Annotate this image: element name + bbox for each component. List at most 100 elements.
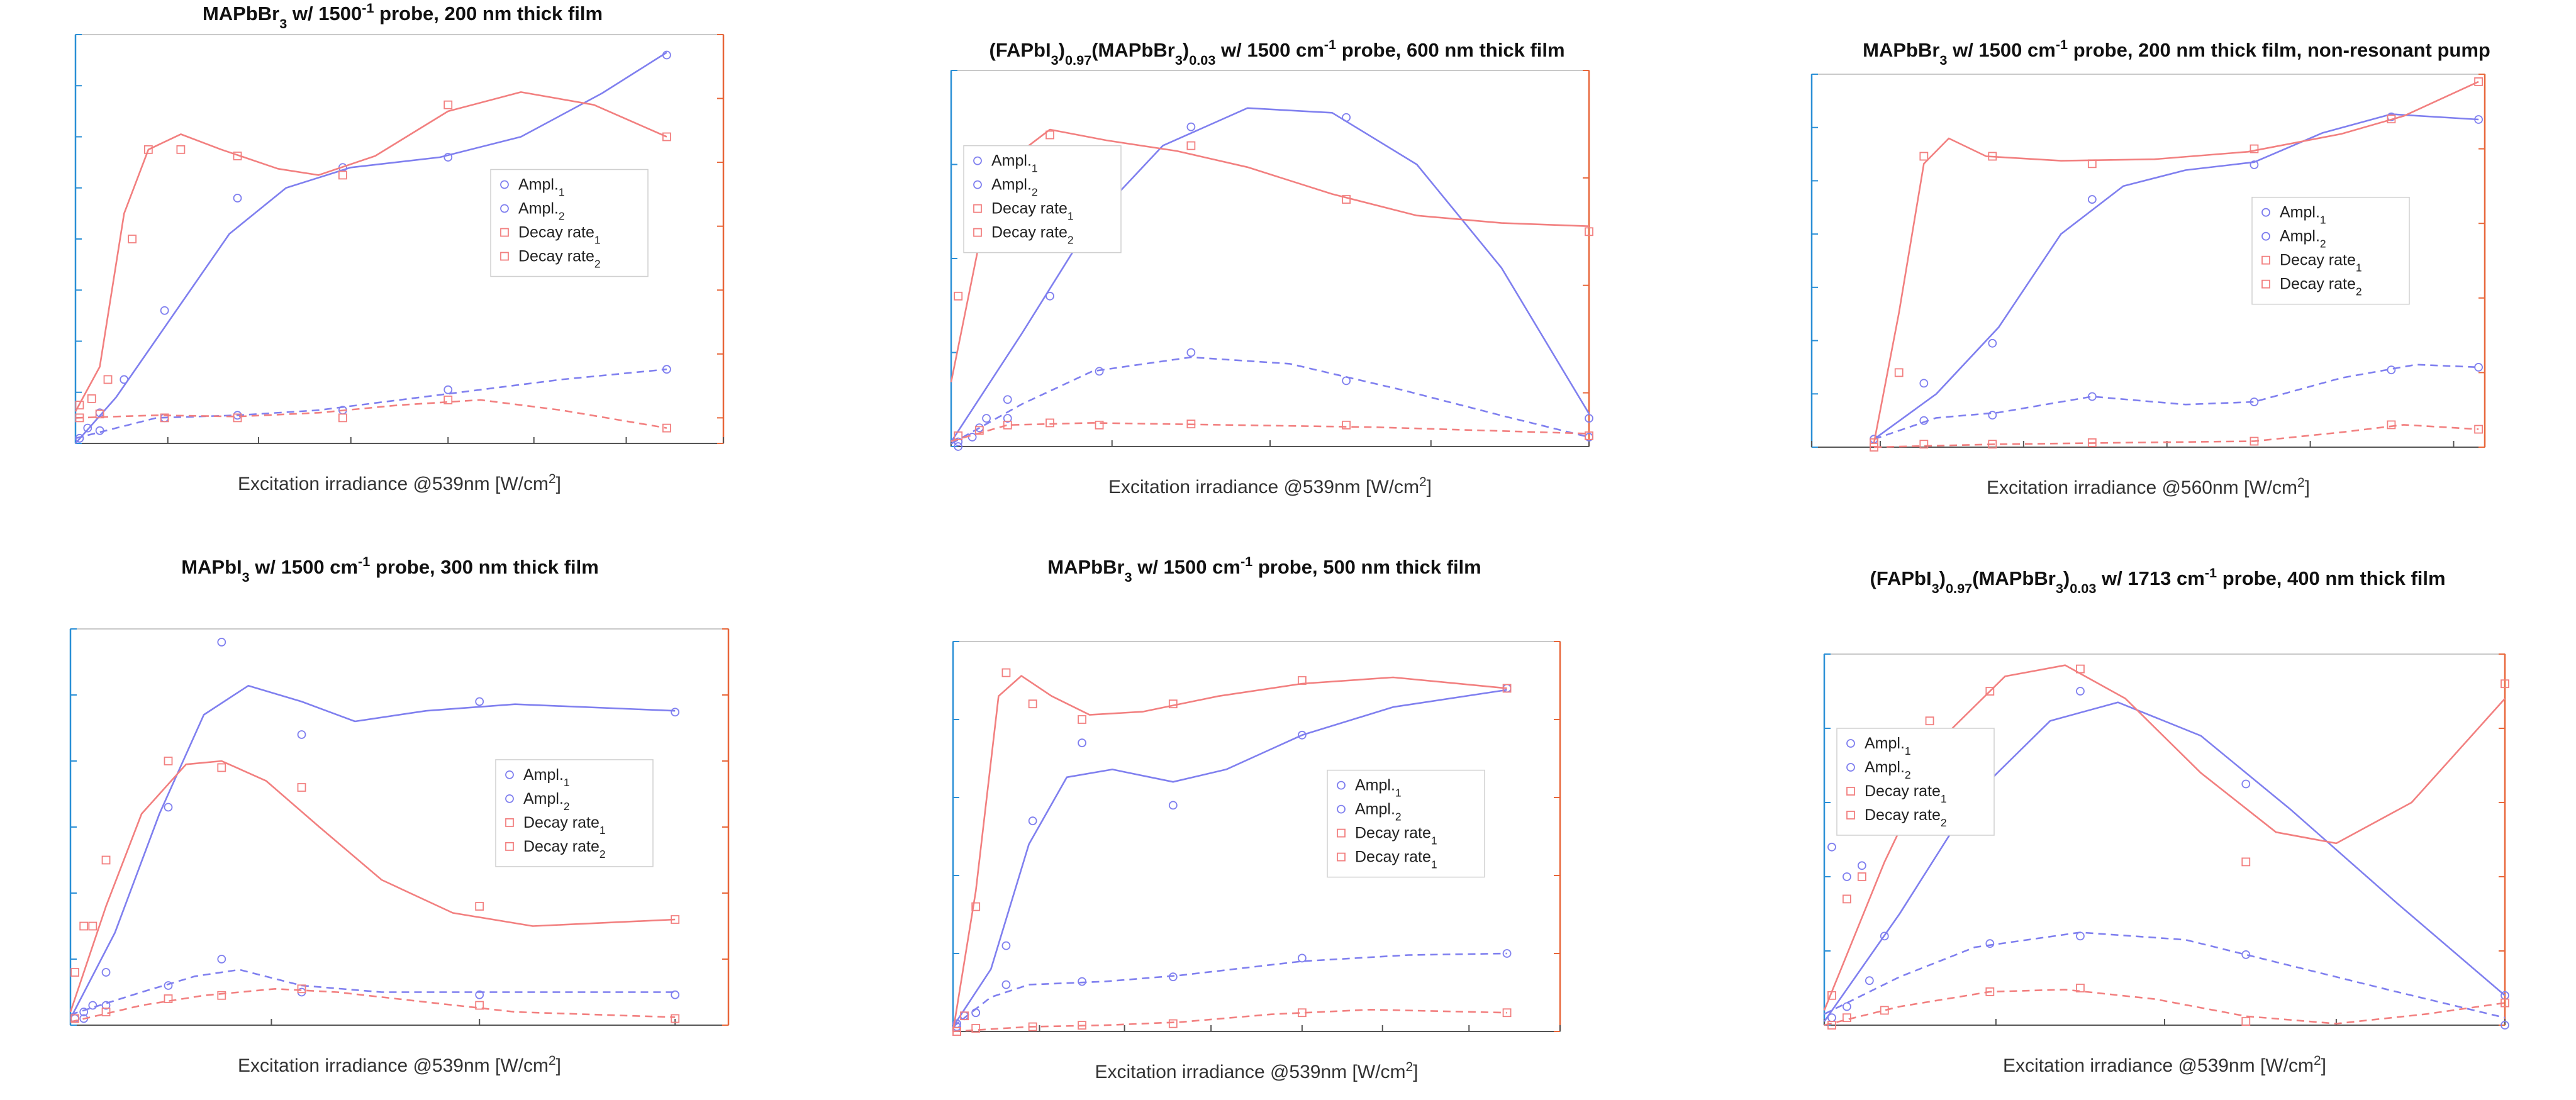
legend-marker — [505, 818, 514, 827]
data-point — [120, 375, 129, 384]
data-point — [952, 1027, 961, 1036]
chart-title: MAPbBr3 w/ 1500 cm-1 probe, 200 nm thick… — [1863, 36, 2490, 68]
legend-box — [1327, 769, 1485, 878]
legend-entry: Ampl.1 — [1355, 777, 1402, 799]
data-point — [971, 1008, 981, 1018]
legend-marker — [500, 204, 509, 213]
data-point — [1186, 122, 1196, 131]
x-axis-label: Excitation irradiance @539nm [W/cm2] — [238, 1053, 561, 1077]
data-point — [2501, 679, 2509, 689]
data-point — [338, 170, 347, 180]
legend-entry: Ampl.2 — [991, 176, 1038, 199]
x-axis-label: Excitation irradiance @539nm [W/cm2] — [1108, 475, 1432, 498]
data-point — [233, 152, 242, 160]
data-point — [2087, 195, 2097, 204]
data-point — [101, 1001, 111, 1010]
data-point — [475, 902, 484, 911]
data-point — [1168, 1019, 1178, 1028]
chart-panel-c: (FAPbI3)0.97(MAPbBr3)0.03 w/ 1500 cm-1 p… — [950, 36, 1593, 498]
data-point — [95, 409, 104, 419]
data-point — [1001, 941, 1011, 950]
series-line-3 — [1824, 989, 2506, 1026]
data-point — [662, 132, 671, 142]
data-point — [1186, 348, 1196, 357]
legend-entry: Ampl.2 — [1355, 801, 1402, 823]
chart-panel-g: (FAPbI3)0.97(MAPbBr3)0.03 w/ 1713 cm-1 p… — [1823, 565, 2509, 1077]
data-point — [2250, 397, 2259, 406]
data-point — [1003, 420, 1012, 430]
data-point — [2250, 436, 2259, 446]
data-point — [2076, 931, 2085, 941]
data-point — [217, 991, 226, 1000]
legend-marker — [973, 204, 982, 213]
data-point — [443, 385, 453, 394]
series-line-1 — [70, 969, 676, 1016]
legend-marker — [1337, 781, 1346, 790]
x-axis-label: Excitation irradiance @539nm [W/cm2] — [238, 472, 561, 495]
data-point — [1827, 842, 1836, 852]
legend-entry: Decay rate1 — [523, 814, 606, 836]
legend-box — [1836, 728, 1995, 836]
data-point — [1297, 676, 1307, 685]
chart-title: MAPbI3 w/ 1500 cm-1 probe, 300 nm thick … — [181, 553, 599, 585]
data-point — [2387, 365, 2396, 375]
data-point — [982, 414, 991, 423]
data-point — [1001, 668, 1011, 677]
data-point — [1342, 195, 1351, 204]
data-point — [160, 413, 169, 423]
data-point — [443, 153, 453, 162]
legend-entry: Decay rate1 — [1355, 848, 1437, 871]
legend-entry: Decay rate1 — [1865, 782, 1947, 805]
data-point — [79, 921, 89, 931]
data-point — [95, 426, 104, 435]
data-point — [971, 1024, 981, 1033]
data-point — [1827, 991, 1836, 1000]
legend-entry: Ampl.1 — [523, 766, 570, 789]
data-point — [2501, 1021, 2509, 1030]
legend-box — [2251, 196, 2410, 305]
data-point — [70, 1014, 79, 1023]
x-axis-label: Excitation irradiance @539nm [W/cm2] — [2003, 1053, 2326, 1077]
series-line-3 — [951, 422, 1590, 442]
data-point — [1988, 338, 1997, 348]
series-line-1 — [1824, 931, 2506, 1019]
data-point — [88, 1001, 98, 1010]
data-point — [443, 100, 453, 109]
legend-entry: Ampl.1 — [991, 152, 1038, 175]
data-point — [1297, 953, 1307, 963]
data-point — [475, 990, 484, 999]
data-point — [1585, 431, 1593, 440]
data-point — [671, 1014, 680, 1023]
data-point — [1095, 420, 1104, 430]
legend-marker — [973, 180, 982, 189]
series-line-2 — [69, 760, 676, 1013]
legend-entry: Ampl.2 — [518, 200, 565, 223]
data-point — [2241, 779, 2251, 789]
data-point — [2250, 144, 2259, 153]
data-point — [1003, 395, 1012, 404]
data-point — [2076, 664, 2085, 674]
data-point — [1186, 419, 1196, 429]
data-point — [164, 803, 173, 812]
series-line-3 — [70, 988, 676, 1023]
series-line-0 — [1823, 701, 2506, 1022]
data-point — [1045, 291, 1054, 301]
series-line-0 — [75, 52, 667, 444]
legend-entry: Decay rate1 — [518, 224, 601, 247]
legend-marker — [505, 770, 514, 779]
data-point — [87, 394, 96, 403]
data-point — [671, 990, 680, 999]
data-point — [297, 783, 306, 792]
data-point — [79, 1008, 89, 1016]
data-point — [475, 1001, 484, 1010]
legend-entry: Decay rate1 — [1355, 825, 1437, 847]
data-point — [1045, 130, 1054, 140]
legend-entry: Decay rate2 — [1865, 806, 1947, 829]
data-point — [1168, 699, 1178, 709]
legend-entry: Ampl.2 — [1865, 758, 1911, 781]
data-point — [1843, 1013, 1851, 1023]
data-point — [967, 433, 977, 442]
legend-marker — [505, 842, 514, 851]
